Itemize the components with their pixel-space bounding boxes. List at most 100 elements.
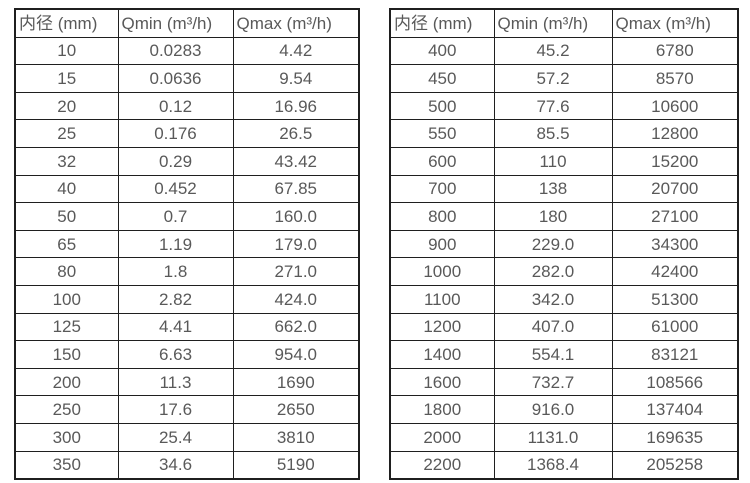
table-cell: 40 [14,174,119,204]
table-cell: 554.1 [493,340,613,369]
table-cell: 6780 [611,36,739,66]
table-cell: 2200 [389,450,495,480]
table-cell: 282.0 [493,257,613,286]
table-row: 400 45.2 6780 [389,36,739,66]
table-cell: 1600 [389,367,495,397]
table-cell: 16.96 [232,91,360,121]
table-row: 80 1.8 271.0 [14,257,360,286]
table-cell: 10600 [611,91,739,121]
table-row: 1400 554.1 83121 [389,340,739,369]
table-cell: 342.0 [493,284,613,314]
table-cell: 0.12 [117,91,234,121]
table-row: 10 0.0283 4.42 [14,36,360,66]
table-row: 700 138 20700 [389,174,739,204]
table-row: 25 0.176 26.5 [14,119,360,148]
table-cell: 0.29 [117,146,234,176]
table-cell: 4.42 [232,36,360,66]
table-cell: 110 [493,146,613,176]
table-cell: 8570 [611,64,739,93]
table-row: 150 6.63 954.0 [14,340,360,369]
table-cell: 450 [389,64,495,93]
flow-table-small-diameters: 内径 (mm) Qmin (m³/h) Qmax (m³/h) 10 0.0283… [14,8,360,481]
table-cell: 17.6 [117,395,234,424]
table-row: 2000 1131.0 169635 [389,422,739,452]
table-row: 800 180 27100 [389,202,739,231]
table-row: 600 110 15200 [389,146,739,176]
table-cell: 2.82 [117,284,234,314]
table-cell: 6.63 [117,340,234,369]
table-cell: 77.6 [493,91,613,121]
table-cell: 20 [14,91,119,121]
table-row: 350 34.6 5190 [14,450,360,480]
table-cell: 50 [14,202,119,231]
table-row: 100 2.82 424.0 [14,284,360,314]
table-cell: 1690 [232,367,360,397]
table-row: 125 4.41 662.0 [14,312,360,342]
table-cell: 32 [14,146,119,176]
table-cell: 26.5 [232,119,360,148]
table-cell: 150 [14,340,119,369]
table-cell: 1800 [389,395,495,424]
table-cell: 2000 [389,422,495,452]
table-row: 250 17.6 2650 [14,395,360,424]
table-cell: 65 [14,229,119,259]
table-row: 50 0.7 160.0 [14,202,360,231]
table-cell: 1368.4 [493,450,613,480]
table-cell: 0.176 [117,119,234,148]
table-cell: 205258 [611,450,739,480]
table-cell: 108566 [611,367,739,397]
table-row: 300 25.4 3810 [14,422,360,452]
header-inner-diameter: 内径 (mm) [389,8,495,38]
table-cell: 25 [14,119,119,148]
table-row: 20 0.12 16.96 [14,91,360,121]
table-cell: 27100 [611,202,739,231]
table-cell: 900 [389,229,495,259]
table-cell: 916.0 [493,395,613,424]
table-cell: 57.2 [493,64,613,93]
table-cell: 500 [389,91,495,121]
table-cell: 85.5 [493,119,613,148]
table-cell: 1131.0 [493,422,613,452]
table-cell: 271.0 [232,257,360,286]
table-cell: 200 [14,367,119,397]
table-row: 900 229.0 34300 [389,229,739,259]
table-row: 1100 342.0 51300 [389,284,739,314]
table-cell: 250 [14,395,119,424]
table-cell: 34300 [611,229,739,259]
table-cell: 732.7 [493,367,613,397]
table-cell: 51300 [611,284,739,314]
header-inner-diameter: 内径 (mm) [14,8,119,38]
table-cell: 0.7 [117,202,234,231]
table-cell: 160.0 [232,202,360,231]
header-qmin: Qmin (m³/h) [493,8,613,38]
table-cell: 125 [14,312,119,342]
table-cell: 83121 [611,340,739,369]
table-row: 1600 732.7 108566 [389,367,739,397]
table-header-row: 内径 (mm) Qmin (m³/h) Qmax (m³/h) [389,8,739,38]
table-cell: 137404 [611,395,739,424]
table-cell: 1.19 [117,229,234,259]
table-row: 200 11.3 1690 [14,367,360,397]
table-cell: 15200 [611,146,739,176]
table-cell: 67.85 [232,174,360,204]
table-cell: 45.2 [493,36,613,66]
table-cell: 229.0 [493,229,613,259]
table-header-row: 内径 (mm) Qmin (m³/h) Qmax (m³/h) [14,8,360,38]
table-row: 550 85.5 12800 [389,119,739,148]
table-cell: 424.0 [232,284,360,314]
header-qmax: Qmax (m³/h) [611,8,739,38]
table-cell: 43.42 [232,146,360,176]
table-cell: 179.0 [232,229,360,259]
table-row: 1000 282.0 42400 [389,257,739,286]
table-cell: 0.0636 [117,64,234,93]
table-cell: 550 [389,119,495,148]
table-row: 1800 916.0 137404 [389,395,739,424]
table-cell: 42400 [611,257,739,286]
table-cell: 1400 [389,340,495,369]
table-cell: 1100 [389,284,495,314]
table-cell: 11.3 [117,367,234,397]
table-cell: 1.8 [117,257,234,286]
table-cell: 407.0 [493,312,613,342]
table-cell: 400 [389,36,495,66]
